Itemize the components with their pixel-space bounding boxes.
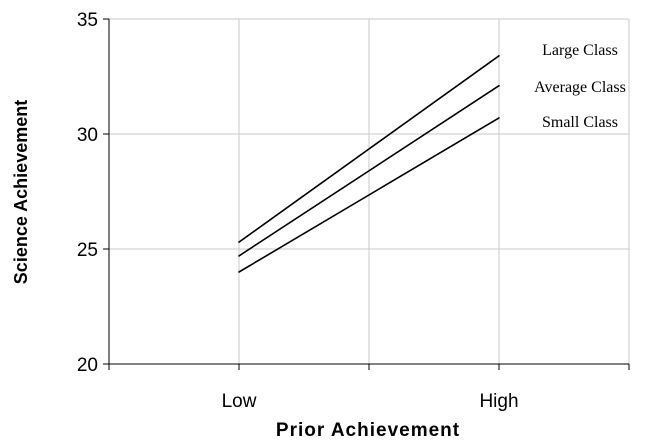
x-tick-label: Low <box>222 391 257 412</box>
series-line <box>238 117 500 273</box>
axes <box>103 18 630 370</box>
x-axis-label: Prior Achievement <box>276 420 460 441</box>
data-point <box>498 84 500 87</box>
series-label: Large Class <box>542 42 618 59</box>
series-labels: Large Class Average Class Small Class <box>534 42 626 131</box>
data-point <box>498 117 500 119</box>
series-line <box>238 85 500 257</box>
series-label: Average Class <box>534 79 626 96</box>
data-point <box>238 255 240 257</box>
x-tick-labels: Low High <box>222 391 519 412</box>
y-tick-label: 35 <box>77 10 98 31</box>
x-tick-label: High <box>479 391 518 412</box>
series-lines <box>238 55 500 273</box>
y-tick-labels: 20 25 30 35 <box>77 10 98 376</box>
series-label: Small Class <box>542 114 618 131</box>
data-point <box>238 271 240 273</box>
y-tick-label: 25 <box>77 240 98 261</box>
data-point <box>498 55 500 57</box>
grid <box>109 18 630 364</box>
y-tick-label: 20 <box>77 355 98 376</box>
data-point <box>238 241 240 243</box>
y-tick-label: 30 <box>77 125 98 146</box>
series-line <box>238 55 500 243</box>
y-axis-label: Science Achievement <box>11 100 31 284</box>
